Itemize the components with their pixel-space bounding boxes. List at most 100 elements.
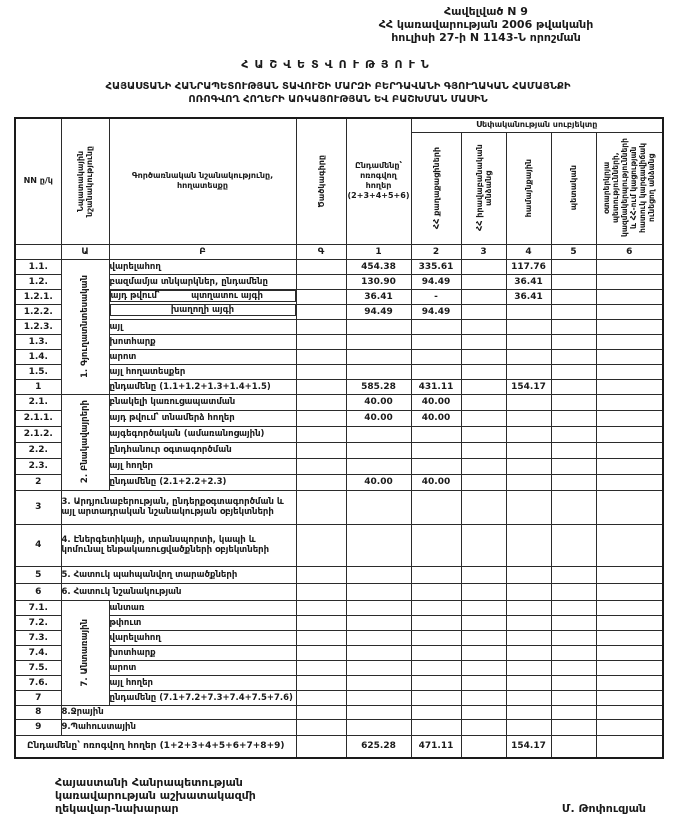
cell-code xyxy=(295,409,347,427)
cell-state xyxy=(550,318,597,335)
cell-code xyxy=(295,318,347,335)
cell-community xyxy=(505,565,552,584)
cell-state xyxy=(550,348,597,365)
cell-community xyxy=(505,303,552,320)
row-label: այգեգործական (ամառանոցային) xyxy=(108,425,297,443)
cell-foreign xyxy=(595,629,664,646)
group-label: 2. Բնակավայրերի xyxy=(60,393,110,491)
cell-state xyxy=(550,303,597,320)
cell-total xyxy=(345,689,412,706)
cell-legal xyxy=(460,659,507,676)
index-cell: Գ xyxy=(295,243,347,260)
table-row: 1.2.1. այդ թվում՝ պտղատու այգի 36.41-36.41 xyxy=(14,288,664,305)
cell-state xyxy=(550,363,597,380)
cell-code xyxy=(295,523,347,567)
cell-state xyxy=(550,523,597,567)
table-row: 7.5. արոտ xyxy=(14,659,664,676)
row-nn: 2.1.2. xyxy=(14,425,62,443)
cell-total xyxy=(345,718,412,736)
cell-state xyxy=(550,674,597,691)
cell-state xyxy=(550,457,597,475)
col-header-citizens-text: ՀՀ քաղաքացիների xyxy=(431,146,441,230)
cell-community xyxy=(505,441,552,459)
cell-legal xyxy=(460,303,507,320)
row-nn: 7.4. xyxy=(14,644,62,661)
cell-citizens xyxy=(410,565,462,584)
appendix-line1: Հավելված N 9 xyxy=(444,5,528,18)
cell-state xyxy=(550,489,597,525)
cell-code xyxy=(295,288,347,305)
cell-legal xyxy=(460,523,507,567)
cell-citizens xyxy=(410,457,462,475)
cell-code xyxy=(295,457,347,475)
cell-community: 154.17 xyxy=(505,378,552,395)
cell-citizens xyxy=(410,644,462,661)
cell-foreign xyxy=(595,689,664,706)
row-label: ընդհանուր օգտագործման xyxy=(108,441,297,459)
table-row: 2.3. այլ հողեր xyxy=(14,457,664,475)
table-row: 1.1. 1. Գյուղատնտեսական վարելահող 454.38 335… xyxy=(14,258,664,395)
cell-code xyxy=(295,614,347,631)
cell-community xyxy=(505,689,552,706)
cell-citizens xyxy=(410,629,462,646)
signatory-block: Հայաստանի Հանրապետության կառավարության ա… xyxy=(55,776,256,815)
cell-state xyxy=(550,734,597,759)
table-row: 7.2. թփուտ xyxy=(14,614,664,631)
cell-code xyxy=(295,303,347,320)
cell-total xyxy=(345,489,412,525)
table-row: 2.1.2. այգեգործական (ամառանոցային) xyxy=(14,425,664,443)
col-header-nn: NN ը/կ xyxy=(14,117,62,245)
cell-legal xyxy=(460,378,507,395)
table-row: 2.2. ընդհանուր օգտագործման xyxy=(14,441,664,459)
col-header-total: Ընդամենը՝ ոռոգվող հողեր (2+3+4+5+6) xyxy=(345,117,412,245)
cell-citizens xyxy=(410,614,462,631)
col-header-functional: Գործառնական նշանակությունը, հողատեսքը xyxy=(108,117,297,245)
cell-code xyxy=(295,441,347,459)
cell-total xyxy=(345,318,412,335)
cell-total xyxy=(345,704,412,720)
cell-citizens: - xyxy=(410,288,462,305)
cell-code xyxy=(295,473,347,491)
cell-legal xyxy=(460,318,507,335)
cell-state xyxy=(550,599,597,616)
row-label: խոտհարք xyxy=(108,644,297,661)
report-title-sub1: ՀԱՅԱՍՏԱՆԻ ՀԱՆՐԱՊԵՏՈՒԹՅԱՆ ՏԱՎՈՒՇԻ ՄԱՐԶԻ Բ… xyxy=(105,81,571,92)
table-row: 1.4. արոտ xyxy=(14,348,664,365)
cell-state xyxy=(550,473,597,491)
row-label: 8.Ջրային xyxy=(60,704,297,720)
cell-foreign xyxy=(595,523,664,567)
row-nn: 1.2.1. xyxy=(14,288,62,305)
cell-state xyxy=(550,659,597,676)
cell-legal xyxy=(460,689,507,706)
table-row: 1.3. խոտհարք xyxy=(14,333,664,350)
col-header-purpose-text: Նպատակային նշանակությունը xyxy=(76,145,94,217)
cell-code xyxy=(295,718,347,736)
cell-foreign xyxy=(595,288,664,305)
cell-legal xyxy=(460,409,507,427)
row-nn: 7.3. xyxy=(14,629,62,646)
cell-community xyxy=(505,348,552,365)
cell-foreign xyxy=(595,363,664,380)
cell-community xyxy=(505,425,552,443)
cell-legal xyxy=(460,425,507,443)
cell-community xyxy=(505,644,552,661)
cell-citizens: 335.61 xyxy=(410,258,462,275)
cell-community xyxy=(505,489,552,525)
cell-total xyxy=(345,614,412,631)
cell-community xyxy=(505,457,552,475)
row-nn: 1.2. xyxy=(14,273,62,290)
cell-state xyxy=(550,689,597,706)
cell-legal xyxy=(460,457,507,475)
cell-total: 94.49 xyxy=(345,303,412,320)
cell-citizens xyxy=(410,441,462,459)
cell-code xyxy=(295,644,347,661)
cell-legal xyxy=(460,599,507,616)
row-label: 4. Էներգետիկայի, տրանսպորտի, կապի և կոմո… xyxy=(60,523,297,567)
cell-foreign xyxy=(595,258,664,275)
table-row: 1 ընդամենը (1.1+1.2+1.3+1.4+1.5) 585.28 431… xyxy=(14,378,664,395)
cell-foreign xyxy=(595,489,664,525)
cell-total: 40.00 xyxy=(345,393,412,411)
col-header-citizens: ՀՀ քաղաքացիների xyxy=(410,131,462,245)
row-label: այդ թվում՝ տնամերձ հողեր xyxy=(108,409,297,427)
cell-state xyxy=(550,333,597,350)
